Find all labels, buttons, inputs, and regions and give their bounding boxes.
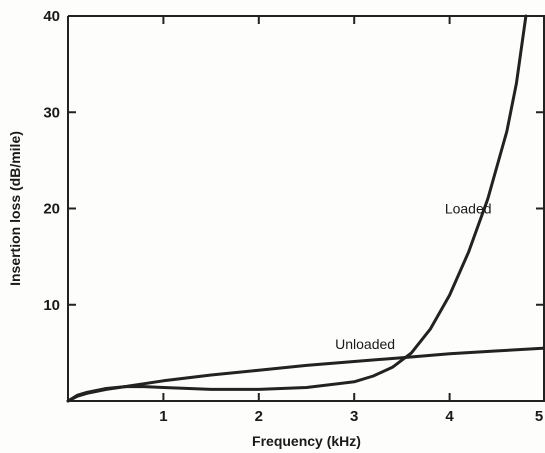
y-tick-label: 20 (43, 201, 60, 218)
series-labels: Unloaded Loaded (335, 200, 491, 352)
y-tick-label: 40 (43, 8, 60, 25)
x-tick-label: 1 (159, 408, 167, 425)
tick-labels: 1 2 3 4 5 10 20 30 40 (43, 8, 543, 425)
series-line-unloaded (66, 346, 545, 403)
plot-area: 1 2 3 4 5 10 20 30 40 Unloaded Loaded (43, 8, 545, 425)
series-label-unloaded: Unloaded (335, 336, 395, 352)
x-tick-label: 3 (350, 408, 358, 425)
x-tick-label: 5 (535, 408, 543, 425)
x-tick-label: 4 (445, 408, 454, 425)
y-tick-label: 10 (43, 297, 60, 314)
x-axis-title: Frequency (kHz) (252, 433, 361, 449)
y-tick-label: 30 (43, 104, 60, 121)
series-label-loaded: Loaded (445, 200, 492, 216)
tick-marks (68, 15, 545, 401)
x-tick-label: 2 (255, 408, 263, 425)
series-lines (66, 14, 545, 403)
series-line-loaded (66, 14, 528, 403)
y-axis-title: Insertion loss (dB/mile) (7, 131, 23, 286)
